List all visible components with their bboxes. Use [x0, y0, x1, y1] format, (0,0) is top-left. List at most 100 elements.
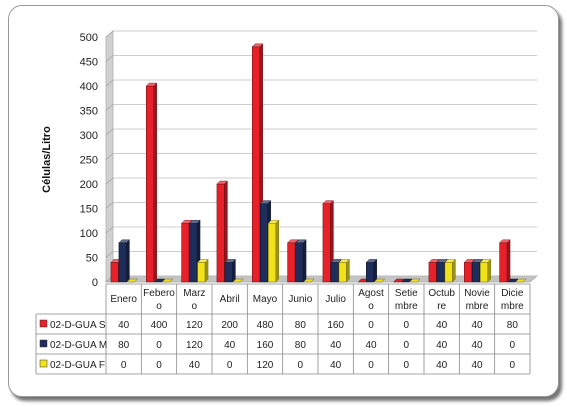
- category-label: o: [156, 301, 162, 312]
- y-tick-label: 500: [80, 32, 98, 44]
- category-label: Dicie: [501, 288, 524, 299]
- data-label: 40: [365, 340, 377, 351]
- bar-front: [110, 262, 119, 283]
- bar-top: [338, 259, 350, 263]
- category-label: Marz: [183, 288, 205, 299]
- bar-front: [428, 262, 437, 283]
- bar-top: [251, 43, 264, 47]
- data-label: 40: [436, 320, 448, 331]
- y-tick-label: 400: [80, 81, 98, 93]
- bar: [224, 258, 236, 283]
- data-label: 0: [156, 340, 162, 351]
- data-table: Enero Febero o Marz o Abril Mayo Junio Julio Agos…: [35, 283, 531, 375]
- bar-front: [216, 183, 225, 283]
- chart-frame: [8, 5, 559, 397]
- bar: [373, 278, 386, 283]
- gridline-depth: [105, 55, 114, 62]
- data-label: 0: [227, 360, 233, 371]
- category-label: Setie: [395, 288, 418, 299]
- bar: [145, 82, 158, 283]
- bar-top: [216, 180, 228, 185]
- bar: [161, 278, 174, 283]
- bar-top: [118, 239, 130, 244]
- bar: [506, 278, 519, 283]
- bar-zero: [153, 278, 166, 283]
- bar-top: [189, 219, 201, 224]
- bar: [514, 278, 527, 283]
- y-tick-label: 150: [80, 204, 98, 216]
- category-label: Abril: [220, 294, 240, 305]
- category-label: Agost: [358, 288, 384, 299]
- bar: [479, 258, 492, 283]
- bar: [153, 278, 166, 283]
- bar-top: [499, 239, 511, 244]
- y-tick-label: 300: [80, 130, 98, 142]
- bar-front: [181, 222, 190, 283]
- bar-top: [145, 82, 158, 87]
- bar: [408, 278, 421, 283]
- bar-top: [436, 259, 448, 263]
- bar-side: [204, 258, 209, 283]
- bar-side: [487, 258, 491, 283]
- bar-top: [463, 259, 476, 263]
- gridline-depth: [105, 128, 114, 136]
- y-tick-label: 100: [80, 228, 98, 240]
- bar-front: [260, 203, 268, 283]
- bar-front: [464, 262, 472, 283]
- y-tick-label: 250: [80, 155, 98, 167]
- series-name: 02-D-GUA F: [50, 360, 105, 371]
- bar: [392, 278, 405, 283]
- bar-front: [499, 242, 508, 283]
- bar-zero: [400, 278, 413, 283]
- bar-zero: [408, 278, 421, 283]
- data-label: 0: [404, 340, 410, 351]
- y-tick-labels: 0 50 100 150 200 250 300 350 400 450 500: [80, 32, 98, 289]
- series-name: 02-D-GUA M: [50, 340, 107, 351]
- data-label: 0: [298, 360, 304, 371]
- legend-key: [39, 339, 48, 348]
- y-axis-label: Células/Litro: [41, 126, 53, 193]
- gridline-depth: [105, 202, 114, 209]
- bar-front: [330, 262, 339, 283]
- bar-front: [444, 262, 453, 283]
- bar-front: [268, 222, 276, 283]
- y-tick-label: 350: [80, 106, 98, 118]
- data-label: 80: [295, 320, 307, 331]
- category-label: Julio: [325, 294, 346, 305]
- bar-front: [197, 262, 206, 283]
- bar: [365, 258, 378, 283]
- y-tick-label: 0: [92, 277, 98, 289]
- gridline-depth: [105, 30, 114, 38]
- data-label: 0: [510, 340, 516, 351]
- data-label: 80: [295, 340, 307, 351]
- bar-front: [480, 262, 488, 283]
- y-tick-label: 450: [80, 57, 98, 69]
- bar-side: [153, 82, 157, 283]
- bar: [232, 278, 245, 283]
- bar-top: [295, 239, 307, 244]
- data-label: 40: [330, 340, 342, 351]
- bar: [118, 239, 130, 283]
- bar: [197, 258, 209, 283]
- gridlines: [105, 30, 537, 283]
- bar-side: [346, 258, 350, 283]
- bar-side: [232, 258, 236, 283]
- bar-top: [444, 259, 456, 263]
- gridline-depth: [105, 251, 114, 258]
- gridline-depth: [105, 104, 114, 111]
- category-label: mbre: [395, 301, 418, 312]
- bar-top: [428, 259, 440, 263]
- data-label: 160: [327, 320, 344, 331]
- bar-front: [118, 242, 127, 283]
- gridline-depth: [105, 177, 114, 185]
- bar-front: [366, 262, 374, 283]
- bar-top: [365, 259, 378, 263]
- data-label: 0: [368, 360, 374, 371]
- bar-zero: [373, 278, 386, 283]
- bar-side: [275, 219, 279, 283]
- bar-zero: [161, 278, 174, 283]
- category-label: Enero: [110, 294, 137, 305]
- bars: [110, 43, 527, 283]
- data-label: 0: [368, 320, 374, 331]
- bar-side: [126, 239, 130, 283]
